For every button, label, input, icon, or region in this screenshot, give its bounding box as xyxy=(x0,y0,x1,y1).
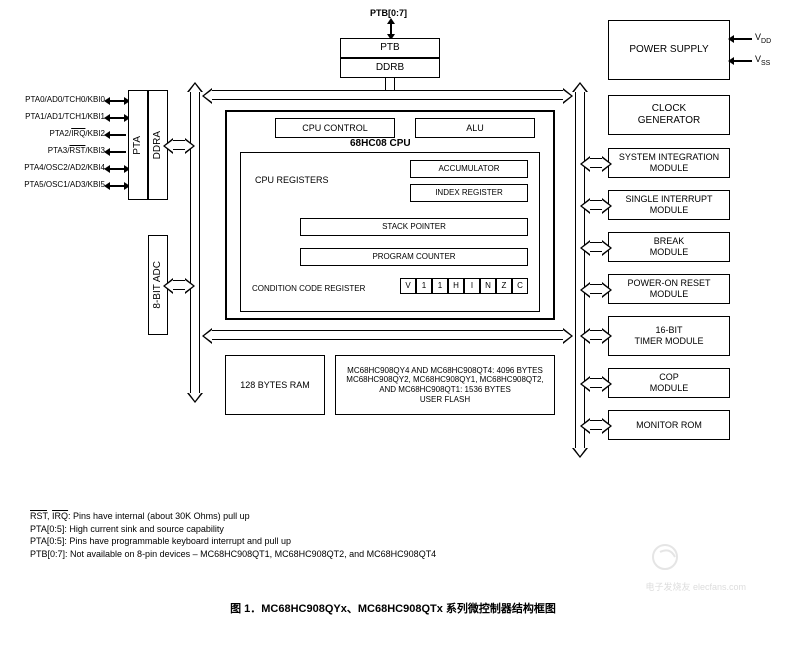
pin-1-arrow xyxy=(108,117,126,119)
notes-block: RST, IRQ: Pins have internal (about 30K … xyxy=(30,510,730,560)
ram-text: 128 BYTES RAM xyxy=(240,380,310,391)
vss-arrow xyxy=(732,60,752,62)
por-text: POWER-ON RESET MODULE xyxy=(627,278,710,300)
mid-bus xyxy=(210,330,565,340)
pin-1: PTA1/AD1/TCH1/KBI1 xyxy=(10,112,105,121)
bus-conn-1 xyxy=(588,158,604,168)
monitor-text: MONITOR ROM xyxy=(636,420,702,431)
sys-integration-box: SYSTEM INTEGRATION MODULE xyxy=(608,148,730,178)
ptb-signal-label: PTB[0:7] xyxy=(370,8,407,18)
vdd-arrow xyxy=(732,38,752,40)
right-bus-arrow-bot-inner xyxy=(574,448,586,456)
watermark: 电子发烧友 elecfans.com xyxy=(645,537,746,593)
break-text: BREAK MODULE xyxy=(650,236,689,258)
pin-5: PTA5/OSC1/AD3/KBI5 xyxy=(10,180,105,189)
alu-box: ALU xyxy=(415,118,535,138)
ccr-z: Z xyxy=(496,278,512,294)
cop-module-box: COP MODULE xyxy=(608,368,730,398)
pc-text: PROGRAM COUNTER xyxy=(372,252,455,262)
stack-pointer-box: STACK POINTER xyxy=(300,218,528,236)
clock-gen-text: CLOCK GENERATOR xyxy=(638,103,700,127)
bus-conn-7 xyxy=(588,420,604,430)
pin-0-arrow xyxy=(108,100,126,102)
cpu-registers-label: CPU REGISTERS xyxy=(255,175,329,185)
power-supply-box: POWER SUPPLY xyxy=(608,20,730,80)
note-1: RST, IRQ: Pins have internal (about 30K … xyxy=(30,510,730,523)
sys-int-text: SYSTEM INTEGRATION MODULE xyxy=(619,152,719,174)
ddrb-text: DDRB xyxy=(376,62,404,74)
pin-2-arrow xyxy=(108,134,126,136)
power-title: POWER SUPPLY xyxy=(629,44,708,56)
vdd-label: VDD xyxy=(755,32,771,45)
stack-text: STACK POINTER xyxy=(382,222,446,232)
ptb-box: PTB xyxy=(340,38,440,58)
right-bus xyxy=(575,90,585,450)
left-bus xyxy=(190,90,200,395)
flash-box: MC68HC908QY4 AND MC68HC908QT4: 4096 BYTE… xyxy=(335,355,555,415)
ptb-text: PTB xyxy=(380,42,399,54)
program-counter-box: PROGRAM COUNTER xyxy=(300,248,528,266)
ccr-1b: 1 xyxy=(432,278,448,294)
index-text: INDEX REGISTER xyxy=(435,188,503,198)
pin-3-arrow xyxy=(108,151,126,153)
cpu-control-text: CPU CONTROL xyxy=(302,123,368,134)
ram-box: 128 BYTES RAM xyxy=(225,355,325,415)
pin-4: PTA4/OSC2/AD2/KBI4 xyxy=(10,163,105,172)
bus-conn-3 xyxy=(588,242,604,252)
acc-text: ACCUMULATOR xyxy=(438,164,499,174)
left-bus-top-inner xyxy=(189,84,201,92)
ccr-h: H xyxy=(448,278,464,294)
pin-2: PTA2/IRQ/KBI2 xyxy=(10,129,105,138)
pta-text: PTA xyxy=(132,136,144,155)
note-3: PTA[0:5]: Pins have programmable keyboar… xyxy=(30,535,730,548)
left-bus-bot-inner xyxy=(189,393,201,401)
right-bus-arrow-top-inner xyxy=(574,84,586,92)
clock-generator-box: CLOCK GENERATOR xyxy=(608,95,730,135)
cpu-control-box: CPU CONTROL xyxy=(275,118,395,138)
ddrb-box: DDRB xyxy=(340,58,440,78)
index-reg-box: INDEX REGISTER xyxy=(410,184,528,202)
figure-caption: 图 1．MC68HC908QYx、MC68HC908QTx 系列微控制器结构框图 xyxy=(0,600,786,616)
vss-label: VSS xyxy=(755,54,770,67)
ptb-arrow xyxy=(390,22,392,36)
adc-bus-conn xyxy=(171,280,187,290)
timer-text: 16-BIT TIMER MODULE xyxy=(634,325,703,347)
ccr-bits: V11HINZC xyxy=(400,278,528,294)
pin-0: PTA0/AD0/TCH0/KBI0 xyxy=(10,95,105,104)
single-int-text: SINGLE INTERRUPT MODULE xyxy=(625,194,712,216)
watermark-text: 电子发烧友 elecfans.com xyxy=(645,580,746,593)
pin-3: PTA3/RST/KBI3 xyxy=(10,146,105,155)
bus-conn-5 xyxy=(588,330,604,340)
pin-4-arrow xyxy=(108,168,126,170)
ccr-c: C xyxy=(512,278,528,294)
pta-box: PTA xyxy=(128,90,148,200)
ddrb-bus-conn xyxy=(385,78,395,90)
note-2: PTA[0:5]: High current sink and source c… xyxy=(30,523,730,536)
timer-module-box: 16-BIT TIMER MODULE xyxy=(608,316,730,356)
cpu-title: 68HC08 CPU xyxy=(350,138,411,149)
alu-text: ALU xyxy=(466,123,484,134)
ccr-n: N xyxy=(480,278,496,294)
ccr-i: I xyxy=(464,278,480,294)
ddra-bus-conn xyxy=(171,140,187,150)
accumulator-box: ACCUMULATOR xyxy=(410,160,528,178)
monitor-rom-box: MONITOR ROM xyxy=(608,410,730,440)
bus-conn-6 xyxy=(588,378,604,388)
top-bus xyxy=(210,90,565,100)
break-module-box: BREAK MODULE xyxy=(608,232,730,262)
bus-conn-4 xyxy=(588,284,604,294)
note-4: PTB[0:7]: Not available on 8-pin devices… xyxy=(30,548,730,561)
ccr-v: V xyxy=(400,278,416,294)
flash-text: MC68HC908QY4 AND MC68HC908QT4: 4096 BYTE… xyxy=(346,366,543,404)
por-module-box: POWER-ON RESET MODULE xyxy=(608,274,730,304)
pin-5-arrow xyxy=(108,185,126,187)
bus-conn-2 xyxy=(588,200,604,210)
ccr-1a: 1 xyxy=(416,278,432,294)
ccr-label: CONDITION CODE REGISTER xyxy=(252,284,365,293)
watermark-icon xyxy=(645,537,725,577)
cop-text: COP MODULE xyxy=(650,372,689,394)
single-interrupt-box: SINGLE INTERRUPT MODULE xyxy=(608,190,730,220)
